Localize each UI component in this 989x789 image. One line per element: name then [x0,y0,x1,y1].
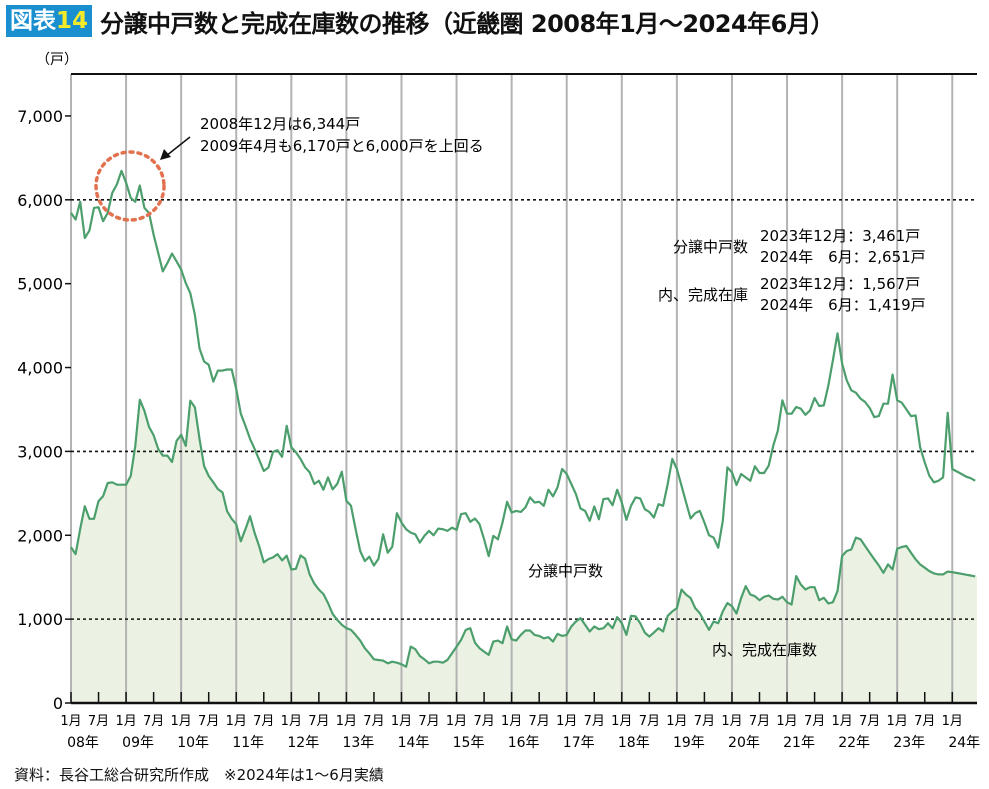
x-tick-month-label: 7月 [584,714,605,729]
x-tick-year-label: 15年 [453,735,485,751]
x-tick-month-label: 7月 [914,714,935,729]
x-tick-year-label: 19年 [673,735,705,751]
x-tick-month-label: 1月 [226,714,247,729]
source-note: 資料：長谷工総合研究所作成 ※2024年は1～6月実績 [14,766,384,784]
x-tick-month-label: 7月 [88,714,109,729]
x-tick-year-label: 20年 [728,735,760,751]
x-tick-month-label: 7月 [473,714,494,729]
series-label-completed-inventory: 内、完成在庫数 [712,641,817,659]
x-tick-year-label: 09年 [122,735,154,751]
x-tick-month-label: 7月 [749,714,770,729]
x-tick-month-label: 1月 [171,714,192,729]
x-tick-month-label: 1月 [831,714,852,729]
x-tick-month-label: 7月 [694,714,715,729]
y-tick-label: 7,000 [17,107,63,126]
x-tick-month-label: 7月 [418,714,439,729]
x-tick-month-label: 7月 [804,714,825,729]
x-tick-month-label: 7月 [253,714,274,729]
x-tick-year-label: 23年 [893,735,925,751]
x-tick-year-label: 21年 [783,735,815,751]
x-tick-year-label: 11年 [232,735,264,751]
badge-prefix: 図表 [10,8,56,34]
figure-badge: 図表 14 [6,5,93,37]
series-line-on-sale [70,169,976,567]
x-tick-month-label: 7月 [639,714,660,729]
peak-highlight-circle [94,150,166,222]
x-tick-month-label: 1月 [446,714,467,729]
x-tick-month-label: 1月 [556,714,577,729]
x-tick-year-label: 12年 [287,735,319,751]
y-tick-label: 0 [53,694,63,713]
x-tick-year-label: 17年 [563,735,595,751]
x-tick-month-label: 1月 [391,714,412,729]
x-tick-month-label: 1月 [501,714,522,729]
x-tick-month-label: 1月 [942,714,963,729]
annotation-arrow [165,136,191,157]
x-tick-month-label: 7月 [143,714,164,729]
x-tick-month-label: 1月 [776,714,797,729]
summary-value: 2024年 6月：2,651戸 [760,248,926,266]
series-line-completed-inventory [70,398,976,668]
x-tick-month-label: 7月 [363,714,384,729]
x-tick-year-label: 18年 [618,735,650,751]
chart-title-bar: 図表 14 分譲中戸数と完成在庫数の推移（近畿圏 2008年1月～2024年6月） [6,4,834,38]
x-tick-month-label: 7月 [198,714,219,729]
x-tick-year-label: 08年 [67,735,99,751]
x-tick-year-label: 24年 [948,735,980,751]
x-tick-year-label: 10年 [177,735,209,751]
y-tick-label: 2,000 [17,526,63,545]
y-axis-unit-label: （戸） [36,52,78,68]
badge-number: 14 [56,8,89,34]
x-tick-month-label: 7月 [859,714,880,729]
arrowhead-icon [160,149,171,160]
summary-label: 分譲中戸数 [673,238,748,256]
summary-value: 2024年 6月：1,419戸 [760,296,926,314]
series-label-on-sale: 分譲中戸数 [528,562,603,580]
x-tick-month-label: 1月 [666,714,687,729]
x-tick-month-label: 1月 [60,714,81,729]
x-tick-month-label: 1月 [611,714,632,729]
peak-note-line: 2008年12月は6,344戸 [200,115,360,133]
x-tick-month-label: 1月 [336,714,357,729]
x-tick-month-label: 7月 [308,714,329,729]
x-tick-year-label: 13年 [342,735,374,751]
peak-note-line: 2009年4月も6,170戸と6,000戸を上回る [200,137,484,155]
summary-value: 2023年12月：1,567戸 [760,275,920,293]
summary-label: 内、完成在庫 [658,286,748,304]
x-tick-month-label: 7月 [529,714,550,729]
chart-title: 分譲中戸数と完成在庫数の推移（近畿圏 2008年1月～2024年6月） [100,9,834,38]
x-tick-year-label: 22年 [838,735,870,751]
y-tick-label: 5,000 [17,275,63,294]
y-tick-label: 3,000 [17,442,63,461]
x-tick-month-label: 1月 [721,714,742,729]
y-tick-label: 4,000 [17,359,63,378]
x-tick-month-label: 1月 [887,714,908,729]
x-tick-year-label: 16年 [508,735,540,751]
x-tick-year-label: 14年 [398,735,430,751]
inventory-area-fill [71,399,977,703]
y-tick-label: 1,000 [17,610,63,629]
x-tick-month-label: 1月 [281,714,302,729]
summary-value: 2023年12月：3,461戸 [760,227,920,245]
x-tick-month-label: 1月 [115,714,136,729]
y-tick-label: 6,000 [17,191,63,210]
